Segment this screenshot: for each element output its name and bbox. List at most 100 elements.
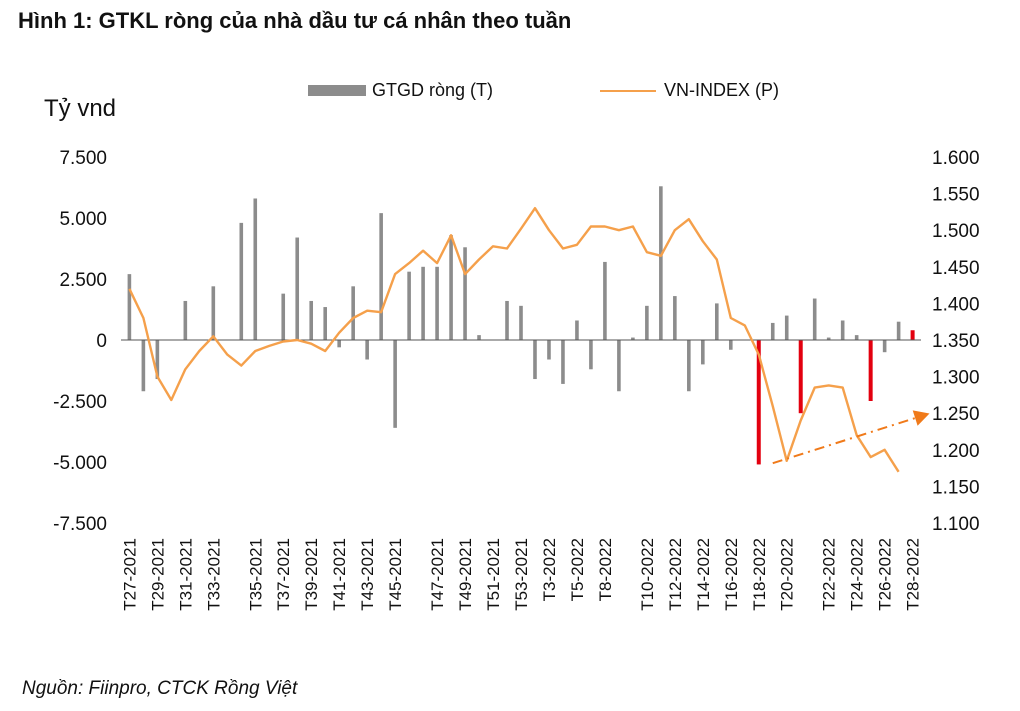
bar [183, 300, 188, 340]
legend-label-bar: GTGD ròng (T) [372, 80, 494, 100]
legend-swatch-line [600, 89, 656, 92]
bar [449, 235, 453, 340]
bar-highlight [756, 340, 761, 465]
bar [533, 340, 537, 380]
trend-line [772, 417, 916, 465]
bar [617, 340, 621, 392]
chart-title: Hình 1: GTKL ròng của nhà dầu tư cá nhân… [18, 8, 572, 33]
bar [379, 213, 383, 340]
bar [603, 261, 607, 340]
right-tick-label: 1.500 [932, 221, 980, 242]
bar-series [127, 186, 915, 465]
left-tick-label: -5.000 [53, 453, 107, 474]
bar [728, 340, 733, 350]
x-tick-label: T28-2022 [904, 538, 923, 611]
x-tick-label: T37-2021 [274, 538, 293, 611]
x-tick-label: T29-2021 [148, 538, 167, 611]
right-tick-label: 1.350 [932, 331, 980, 352]
x-tick-label: T3-2022 [540, 538, 559, 601]
right-tick-label: 1.550 [932, 185, 980, 206]
legend-swatch-bar [308, 85, 366, 96]
bar [701, 340, 705, 365]
bar [631, 337, 635, 340]
trend-arrowhead [912, 410, 930, 426]
x-tick-label: T27-2021 [120, 538, 139, 611]
bar [239, 222, 244, 340]
bar [309, 300, 314, 340]
legend-item-bar: GTGD ròng (T) [308, 80, 493, 101]
bar [407, 271, 411, 340]
bar [854, 335, 859, 340]
x-tick-label: T18-2022 [750, 538, 769, 611]
left-tick-label: -2.500 [53, 392, 107, 413]
bar [770, 322, 775, 340]
bar [519, 305, 523, 340]
bar [477, 335, 481, 340]
bar-highlight [868, 340, 873, 401]
bar [295, 237, 300, 340]
x-tick-label: T26-2022 [876, 538, 895, 611]
line-series [128, 206, 900, 473]
x-tick-label: T47-2021 [428, 538, 447, 611]
bar [141, 340, 146, 392]
source-note: Nguồn: Fiinpro, CTCK Rồng Việt [22, 678, 298, 699]
bar [337, 340, 341, 348]
bar [463, 247, 467, 340]
bar [365, 340, 369, 360]
vnindex-line [128, 206, 900, 473]
bar [561, 340, 565, 384]
x-tick-label: T43-2021 [358, 538, 377, 611]
right-tick-label: 1.250 [932, 404, 980, 425]
left-tick-label: 2.500 [59, 270, 107, 291]
x-tick-label: T35-2021 [246, 538, 265, 611]
left-tick-label: -7.500 [53, 514, 107, 535]
bar [812, 298, 817, 340]
bar [687, 340, 691, 392]
bar [840, 320, 845, 340]
x-tick-label: T33-2021 [204, 538, 223, 611]
x-tick-label: T31-2021 [176, 538, 195, 611]
bar [826, 337, 831, 340]
bar-highlight [798, 340, 803, 414]
bar [421, 266, 425, 340]
bar [393, 340, 397, 428]
right-tick-label: 1.600 [932, 148, 980, 169]
legend-item-line: VN-INDEX (P) [600, 80, 779, 101]
bar [659, 186, 663, 340]
right-tick-label: 1.300 [932, 368, 980, 389]
x-axis-ticks: T27-2021 T29-2021 T31-2021 T33-2021 T35-2021… [120, 538, 922, 611]
bar [127, 274, 132, 340]
bar [547, 340, 551, 360]
bar [155, 340, 160, 380]
x-tick-label: T24-2022 [848, 538, 867, 611]
bar [351, 286, 355, 340]
x-tick-label: T45-2021 [386, 538, 405, 611]
bar [645, 305, 649, 340]
right-tick-label: 1.150 [932, 477, 980, 498]
bar-highlight [910, 330, 915, 340]
right-tick-label: 1.100 [932, 514, 980, 535]
x-tick-label: T5-2022 [568, 538, 587, 601]
bar [673, 296, 677, 340]
right-axis-ticks: 1.600 1.550 1.500 1.450 1.400 1.350 1.300 1.250… [932, 148, 980, 535]
right-tick-label: 1.200 [932, 441, 980, 462]
x-tick-label: T41-2021 [330, 538, 349, 611]
right-tick-label: 1.400 [932, 294, 980, 315]
x-tick-label: T10-2022 [638, 538, 657, 611]
bar [211, 286, 216, 340]
legend-label-line: VN-INDEX (P) [664, 80, 780, 100]
x-tick-label: T20-2022 [778, 538, 797, 611]
left-tick-label: 0 [96, 331, 107, 352]
bar [435, 266, 439, 340]
bar [882, 340, 887, 353]
left-tick-label: 5.000 [59, 209, 107, 230]
bar [323, 307, 327, 340]
x-tick-label: T51-2021 [484, 538, 503, 611]
trend-arrow [772, 410, 930, 465]
bar [253, 198, 258, 340]
x-tick-label: T53-2021 [512, 538, 531, 611]
x-tick-label: T14-2022 [694, 538, 713, 611]
bar [784, 315, 789, 340]
x-tick-label: T39-2021 [302, 538, 321, 611]
